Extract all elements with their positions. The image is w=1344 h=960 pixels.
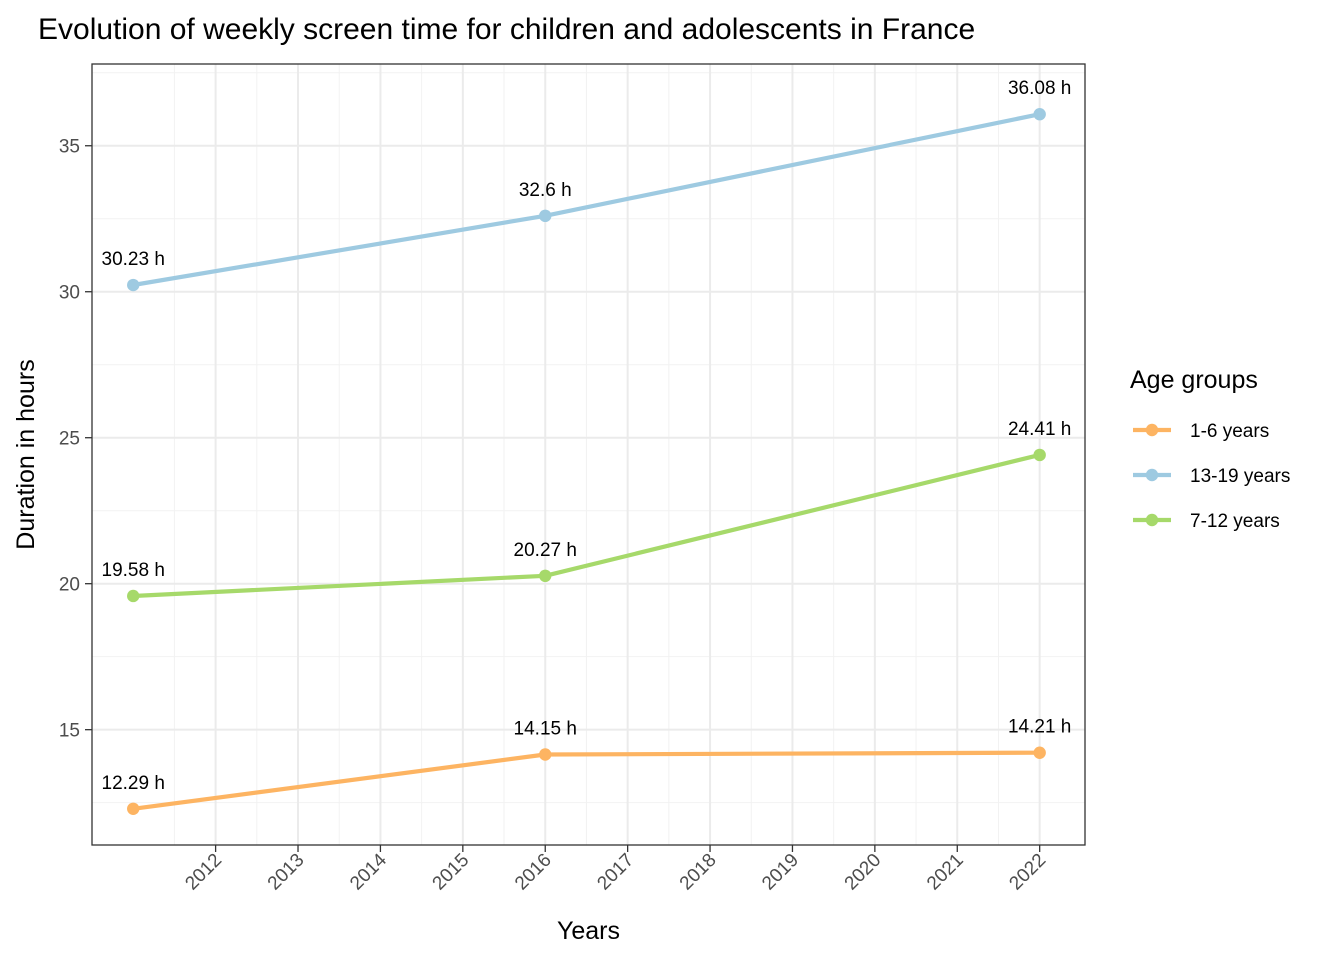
legend-key-point bbox=[1145, 513, 1159, 527]
plot-panel bbox=[92, 64, 1085, 845]
x-axis-title: Years bbox=[557, 917, 620, 945]
plot-grid bbox=[92, 64, 1085, 845]
y-tick-label: 30 bbox=[59, 283, 80, 304]
x-tick-label: 2016 bbox=[511, 850, 556, 895]
legend-key-point bbox=[1145, 423, 1159, 437]
series-point bbox=[539, 569, 552, 583]
plot-data-labels: 12.29 h 14.15 h 14.21 h 30.23 h 32.6 h 36.08 … bbox=[102, 78, 1072, 794]
series-point bbox=[1033, 746, 1046, 759]
x-tick-label: 2020 bbox=[841, 850, 886, 895]
legend-item-label: 1-6 years bbox=[1190, 421, 1269, 442]
data-label: 24.41 h bbox=[1008, 419, 1071, 440]
legend-key-point bbox=[1145, 468, 1159, 482]
series-point bbox=[127, 278, 140, 292]
x-tick-label: 2014 bbox=[346, 849, 391, 894]
y-axis-title: Duration in hours bbox=[12, 359, 40, 549]
series-point bbox=[127, 802, 140, 815]
y-tick-label: 25 bbox=[59, 429, 80, 450]
x-tick-label: 2012 bbox=[181, 850, 226, 895]
x-tick-label: 2018 bbox=[676, 850, 721, 895]
data-label: 19.58 h bbox=[102, 560, 165, 581]
x-tick-label: 2022 bbox=[1005, 850, 1050, 895]
series-point bbox=[539, 748, 552, 761]
data-label: 30.23 h bbox=[102, 249, 165, 270]
plot-panel-border bbox=[91, 63, 1086, 846]
plot-series bbox=[127, 108, 1046, 815]
data-label: 12.29 h bbox=[102, 773, 165, 794]
series-point bbox=[539, 209, 552, 223]
x-tick-label: 2019 bbox=[758, 850, 803, 895]
x-tick-label: 2015 bbox=[429, 850, 474, 895]
data-label: 14.15 h bbox=[514, 718, 577, 739]
data-label: 20.27 h bbox=[514, 540, 577, 561]
data-label: 14.21 h bbox=[1008, 717, 1071, 738]
x-tick-label: 2017 bbox=[593, 850, 638, 895]
y-tick-label: 35 bbox=[59, 137, 80, 158]
series-point bbox=[1033, 108, 1046, 121]
x-tick-label: 2021 bbox=[923, 850, 968, 895]
x-tick-label: 2013 bbox=[264, 850, 309, 895]
y-tick-label: 20 bbox=[59, 575, 80, 596]
data-label: 36.08 h bbox=[1008, 78, 1071, 99]
legend-title: Age groups bbox=[1130, 366, 1258, 394]
series-point bbox=[1033, 448, 1046, 462]
series-point bbox=[127, 589, 140, 603]
data-label: 32.6 h bbox=[519, 180, 572, 201]
chart-title: Evolution of weekly screen time for chil… bbox=[38, 13, 975, 46]
y-tick-label: 15 bbox=[59, 721, 80, 742]
legend: Age groups 1-6 years 13-19 years 7-12 year… bbox=[1130, 366, 1290, 532]
legend-item-label: 13-19 years bbox=[1190, 466, 1290, 487]
legend-item-label: 7-12 years bbox=[1190, 511, 1280, 532]
